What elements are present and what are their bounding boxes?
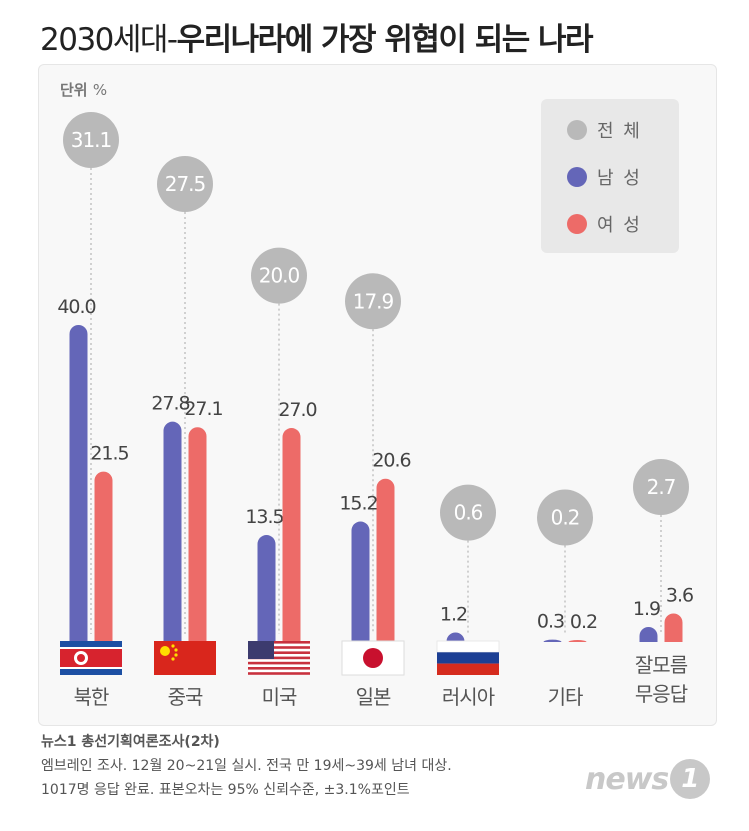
total-value-label: 31.1 [71, 128, 112, 152]
female-value-label: 3.6 [666, 584, 693, 606]
female-bar [664, 613, 683, 642]
female-bar [188, 427, 207, 642]
legend-item-total: 전 체 [567, 117, 642, 143]
total-value-label: 20.0 [259, 264, 300, 288]
male-bar [543, 639, 562, 642]
category-label: 일본 [356, 685, 391, 709]
female-bar [282, 428, 301, 642]
female-bar [94, 471, 113, 642]
total-value-label: 0.6 [454, 501, 483, 525]
north-korea-flag-stripe [60, 667, 122, 669]
logo-badge: 1 [670, 759, 711, 799]
legend: 전 체 남 성 여 성 [541, 99, 679, 253]
male-bar [446, 632, 465, 642]
male-bar [163, 421, 182, 642]
total-bubble [345, 273, 401, 330]
category-label: 미국 [262, 685, 297, 709]
total-value-label: 0.2 [551, 506, 580, 530]
legend-item-female: 여 성 [567, 211, 642, 237]
china-flag [154, 641, 216, 675]
usa-flag-stripe [248, 651, 310, 654]
chart-title: 2030세대-우리나라에 가장 위협이 되는 나라 [40, 14, 594, 59]
category-label: 러시아 [442, 685, 495, 709]
usa-flag-stripe [248, 646, 310, 649]
source-title: 뉴스1 총선기획여론조사(2차) [41, 734, 220, 750]
legend-swatch-female [567, 214, 587, 234]
north-korea-flag-stripe [60, 647, 122, 649]
category-label: 기타 [548, 685, 583, 709]
male-bar [257, 535, 276, 642]
total-bubble [440, 484, 496, 541]
male-value-label: 13.5 [245, 506, 283, 528]
male-value-label: 1.9 [633, 598, 660, 620]
usa-flag-stripe [248, 656, 310, 660]
china-flag-star-small [171, 657, 175, 661]
total-value-label: 2.7 [647, 475, 676, 499]
female-value-label: 27.1 [184, 398, 222, 420]
china-flag-star-small [174, 648, 178, 652]
male-value-label: 27.8 [151, 393, 189, 415]
legend-label-female: 여 성 [597, 215, 642, 236]
russia-flag [436, 640, 500, 653]
total-bubble [251, 247, 307, 304]
japan-flag-sun [363, 648, 383, 668]
source-line-1: 엠브레인 조사. 12월 20~21일 실시. 전국 만 19세~39세 남녀 … [41, 758, 452, 774]
title-prefix: 2030세대- [40, 22, 178, 58]
legend-label-male: 남 성 [597, 168, 642, 189]
male-value-label: 15.2 [339, 493, 377, 515]
china-flag-star-small [174, 653, 178, 657]
russia-flag-blue [437, 652, 499, 664]
news1-logo: news 1 [585, 759, 711, 799]
male-bar [639, 626, 658, 642]
usa-flag-stripe [248, 667, 310, 670]
north-korea-flag-red [60, 649, 122, 667]
male-bar [351, 521, 370, 642]
usa-flag-stripe [248, 661, 310, 665]
usa-flag-stripe [248, 672, 310, 675]
female-value-label: 21.5 [90, 443, 128, 465]
legend-swatch-total [567, 120, 587, 140]
female-value-label: 0.2 [570, 611, 597, 633]
usa-flag-canton [248, 641, 274, 659]
total-bubble [63, 112, 119, 168]
female-bar [376, 478, 395, 642]
logo-word: news [585, 761, 669, 797]
total-bubble [633, 459, 689, 516]
male-value-label: 0.3 [537, 611, 564, 633]
source-note: 뉴스1 총선기획여론조사(2차) 엠브레인 조사. 12월 20~21일 실시.… [41, 730, 452, 802]
unit-text: 단위 [60, 81, 88, 99]
female-value-label: 27.0 [278, 399, 316, 421]
category-label: 무응답 [635, 682, 688, 706]
source-line-2: 1017명 응답 완료. 표본오차는 95% 신뢰수준, ±3.1%포인트 [41, 782, 410, 798]
category-label: 북한 [74, 685, 109, 709]
legend-label-total: 전 체 [597, 121, 642, 142]
legend-swatch-male [567, 167, 587, 187]
usa-flag-stripe [248, 641, 310, 644]
china-flag-star-small [171, 644, 175, 648]
total-bubble [157, 155, 213, 212]
unit-label: 단위 % [60, 79, 107, 100]
unit-symbol: % [92, 81, 108, 99]
category-label: 잘모름 [635, 653, 688, 677]
male-value-label: 1.2 [440, 603, 467, 625]
total-value-label: 17.9 [353, 289, 394, 313]
male-value-label: 40.0 [57, 296, 95, 318]
north-korea-flag-star [77, 654, 85, 662]
total-bubble [537, 489, 593, 546]
total-value-label: 27.5 [165, 172, 206, 196]
male-bar [69, 325, 88, 642]
title-main: 우리나라에 가장 위협이 되는 나라 [176, 22, 594, 58]
category-label: 중국 [168, 685, 203, 709]
china-flag-star-large [160, 646, 170, 656]
female-value-label: 20.6 [372, 450, 410, 472]
legend-item-male: 남 성 [567, 164, 642, 190]
female-bar [568, 640, 587, 642]
russia-flag-red [437, 663, 499, 675]
